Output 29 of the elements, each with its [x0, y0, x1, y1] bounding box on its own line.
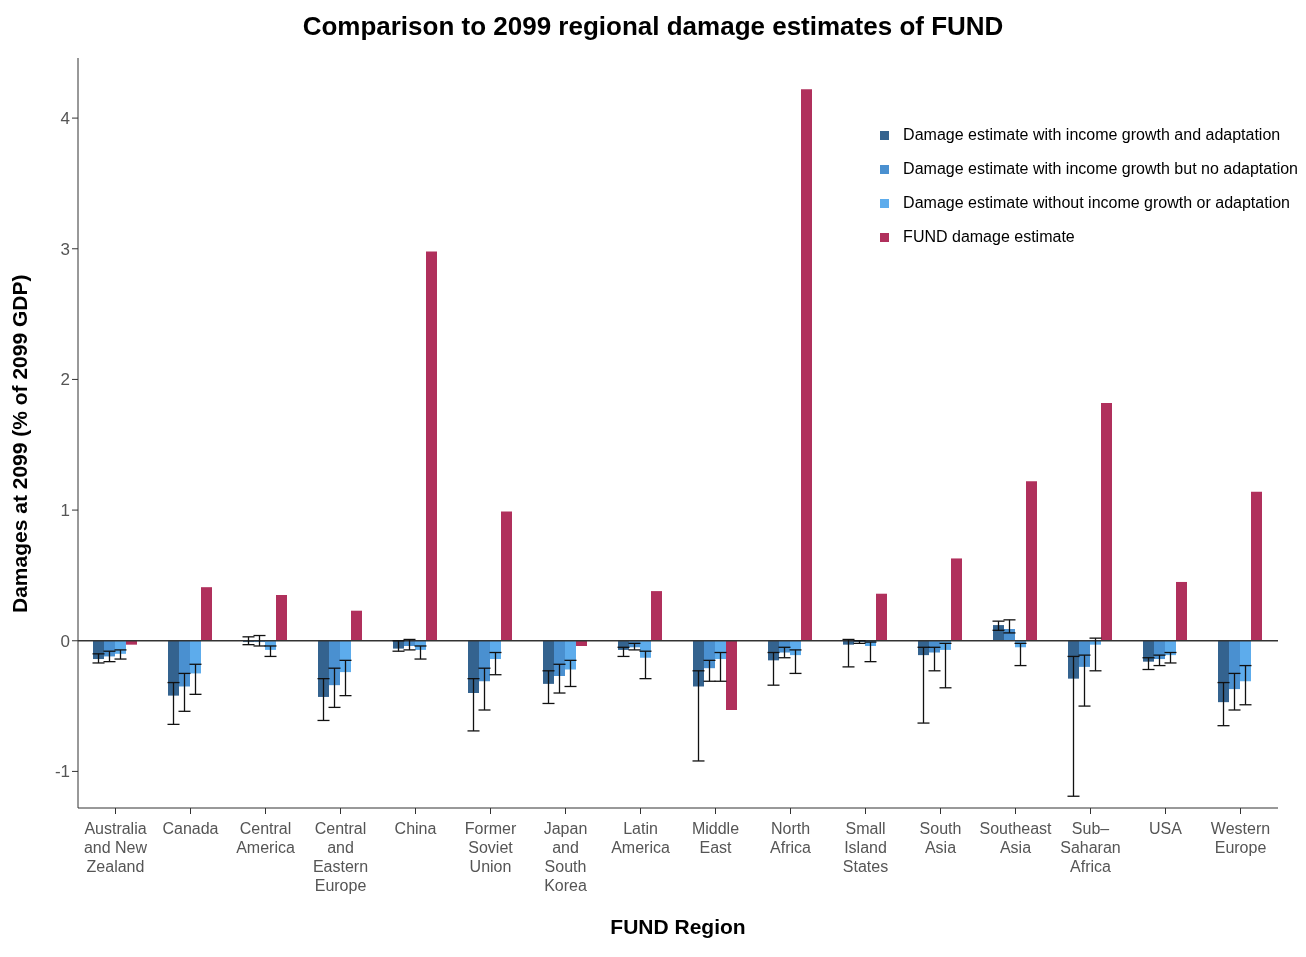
x-tick-label: Canada — [162, 820, 219, 837]
x-tick-label: Latin America — [611, 820, 670, 856]
y-tick-label: 2 — [60, 370, 70, 390]
legend-label: Damage estimate with income growth and adaptation — [903, 125, 1281, 145]
y-tick-label: 1 — [60, 501, 70, 521]
y-tick-label: -1 — [54, 762, 70, 782]
x-tick-label: China — [394, 820, 437, 837]
y-tick-label: 0 — [60, 631, 70, 651]
x-tick-label: USA — [1149, 820, 1183, 837]
y-axis-title: Damages at 2099 (% of 2099 GDP) — [8, 274, 32, 613]
chart-title: Comparison to 2099 regional damage estimates of FUND — [301, 10, 1005, 43]
x-tick-label: Middle East — [691, 820, 740, 856]
legend-label: Damage estimate with income growth but no adaptation — [903, 159, 1298, 179]
x-tick-label: Central and Eastern Europe — [312, 820, 369, 894]
y-tick-label: 4 — [60, 109, 70, 129]
x-tick-label: Former Soviet Union — [464, 820, 517, 875]
x-tick-label: Sub–Saharan Africa — [1060, 820, 1121, 875]
y-tick-label: 3 — [60, 239, 70, 259]
x-tick-label: Japan and South Korea — [543, 820, 588, 894]
x-tick-label: North Africa — [770, 820, 812, 856]
x-tick-label: Central America — [236, 820, 295, 856]
x-axis-title: FUND Region — [610, 915, 746, 938]
legend-label: FUND damage estimate — [903, 227, 1075, 247]
x-tick-label: Western Europe — [1210, 820, 1271, 856]
x-tick-label: Southeast Asia — [979, 820, 1053, 856]
x-tick-label: South Asia — [919, 820, 962, 856]
legend-label: Damage estimate without income growth or adaptation — [903, 193, 1290, 213]
x-tick-label: Australia and New Zealand — [83, 820, 148, 875]
x-tick-label: Small Island States — [842, 820, 889, 875]
